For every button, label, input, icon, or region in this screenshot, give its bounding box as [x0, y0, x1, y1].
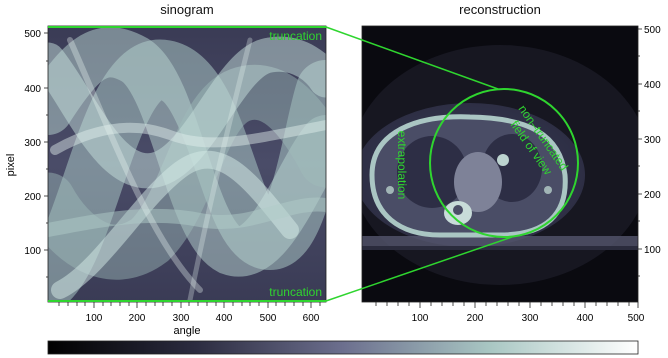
- x-tick-label: 500: [628, 313, 645, 324]
- y-tick-label: 200: [644, 190, 661, 201]
- x-tick-label: 200: [129, 313, 146, 324]
- y-tick-label: 100: [644, 245, 661, 256]
- y-tick-label: 500: [24, 29, 41, 40]
- sinogram-y-axis: [44, 32, 48, 278]
- annotation-extrapolation: extrapolation: [395, 131, 409, 200]
- y-tick-label: 100: [24, 246, 41, 257]
- y-tick-label: 300: [644, 135, 661, 146]
- reconstruction-x-axis: [375, 302, 639, 308]
- reconstruction-title: reconstruction: [459, 2, 541, 17]
- sinogram-xlabel: angle: [174, 325, 201, 337]
- x-tick-label: 400: [216, 313, 233, 324]
- x-tick-label: 100: [86, 313, 103, 324]
- y-tick-label: 400: [644, 80, 661, 91]
- y-tick-label: 400: [24, 84, 41, 95]
- sinogram-image: [47, 25, 327, 303]
- x-tick-label: 100: [412, 313, 429, 324]
- y-tick-label: 200: [24, 192, 41, 203]
- colorbar: [47, 340, 639, 355]
- connector-line-bottom: [325, 236, 513, 302]
- x-tick-label: 300: [173, 313, 190, 324]
- reconstruction-image: [361, 25, 639, 303]
- sinogram-title: sinogram: [160, 2, 214, 17]
- sinogram-x-axis: [58, 302, 321, 308]
- connector-line-top: [325, 26, 499, 90]
- x-tick-label: 400: [577, 313, 594, 324]
- y-tick-label: 500: [644, 25, 661, 36]
- fov-circle: [429, 88, 579, 238]
- reconstruction-y-axis: [638, 28, 642, 277]
- x-tick-label: 200: [467, 313, 484, 324]
- x-tick-label: 600: [303, 313, 320, 324]
- x-tick-label: 300: [522, 313, 539, 324]
- annotation-truncation-bottom: truncation: [269, 285, 322, 299]
- annotation-truncation-top: truncation: [269, 29, 322, 43]
- x-tick-label: 500: [260, 313, 277, 324]
- y-tick-label: 300: [24, 138, 41, 149]
- sinogram-ylabel: pixel: [5, 154, 17, 177]
